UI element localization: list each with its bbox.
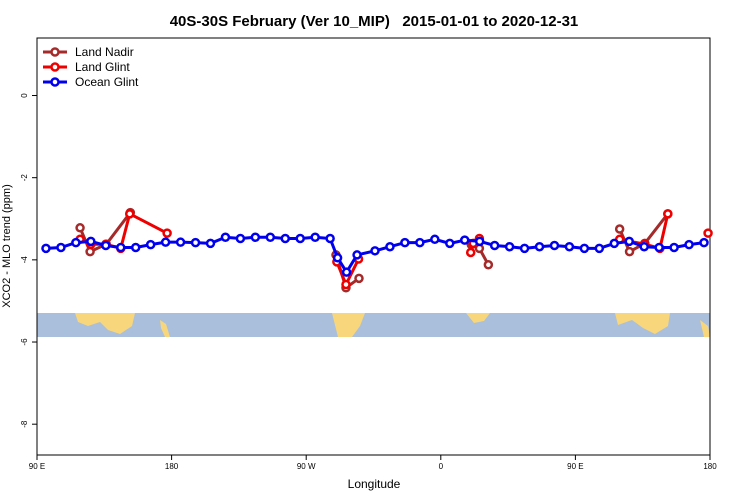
point [385, 241, 395, 252]
point [86, 236, 96, 247]
point [624, 246, 635, 257]
point [609, 238, 620, 249]
point [654, 242, 664, 253]
point [250, 232, 261, 243]
land [75, 313, 135, 334]
legend-label: Land Glint [75, 60, 130, 74]
x-tick-label: 90 W [297, 462, 316, 471]
point [549, 240, 560, 251]
point [56, 242, 66, 253]
point [669, 242, 679, 253]
point [465, 247, 476, 258]
plot-frame [36, 37, 711, 456]
point [145, 239, 156, 250]
legend-marker [50, 62, 60, 72]
point [614, 224, 625, 234]
point [235, 233, 246, 244]
point [445, 238, 455, 249]
x-tick-label: 180 [165, 462, 179, 471]
point [459, 235, 470, 245]
point [75, 223, 85, 233]
land [615, 313, 670, 334]
point [504, 241, 515, 252]
legend-marker [50, 77, 60, 87]
map-strip [37, 313, 710, 337]
point [483, 260, 494, 270]
y-tick-label: -2 [20, 174, 29, 182]
point [124, 209, 135, 219]
point [519, 243, 530, 254]
point [295, 233, 305, 244]
legend-marker [50, 47, 60, 57]
point [352, 250, 362, 260]
land [700, 320, 710, 337]
legend-label: Ocean Glint [75, 75, 139, 89]
point [663, 209, 673, 219]
point [684, 239, 694, 250]
land [466, 313, 490, 323]
point [116, 242, 126, 253]
x-tick-label: 0 [439, 462, 444, 471]
point [130, 242, 141, 253]
point [71, 237, 81, 248]
x-axis-label: Longitude [348, 477, 401, 491]
ocean-strip [37, 313, 710, 337]
legend-label: Land Nadir [75, 45, 134, 59]
x-tick-label: 180 [703, 462, 717, 471]
point [160, 237, 171, 247]
y-tick-label: 0 [20, 93, 29, 98]
point [639, 241, 649, 252]
point [534, 241, 545, 252]
point [703, 228, 713, 238]
point [220, 232, 231, 243]
point [85, 246, 95, 257]
point [354, 273, 364, 284]
point [101, 240, 111, 251]
x-tick-label: 90 E [567, 462, 583, 471]
point [489, 240, 500, 251]
point [474, 236, 485, 247]
point [175, 237, 186, 247]
point [265, 232, 276, 243]
y-tick-label: -8 [20, 420, 29, 428]
y-axis-label: XCO2 - MLO trend (ppm) [1, 184, 13, 307]
point [190, 237, 201, 248]
point [41, 243, 51, 254]
land [332, 313, 365, 337]
point [594, 243, 605, 254]
point [341, 267, 352, 277]
y-tick-label: -4 [20, 256, 29, 264]
point [415, 237, 425, 248]
point [280, 233, 291, 244]
land [160, 320, 170, 337]
point [579, 243, 590, 254]
y-tick-label: -6 [20, 338, 29, 346]
point [205, 238, 216, 249]
point [310, 232, 320, 243]
point [325, 233, 335, 244]
chart-title: 40S-30S February (Ver 10_MIP) 2015-01-01… [170, 13, 579, 30]
point [699, 237, 709, 248]
point [162, 228, 172, 238]
point [430, 234, 440, 245]
series-line [45, 235, 705, 276]
point [370, 246, 380, 256]
point [564, 241, 575, 252]
series-line [80, 214, 708, 285]
point [341, 279, 351, 290]
point [332, 253, 343, 263]
x-tick-label: 90 E [29, 462, 45, 471]
point [624, 236, 634, 247]
point [400, 237, 410, 248]
